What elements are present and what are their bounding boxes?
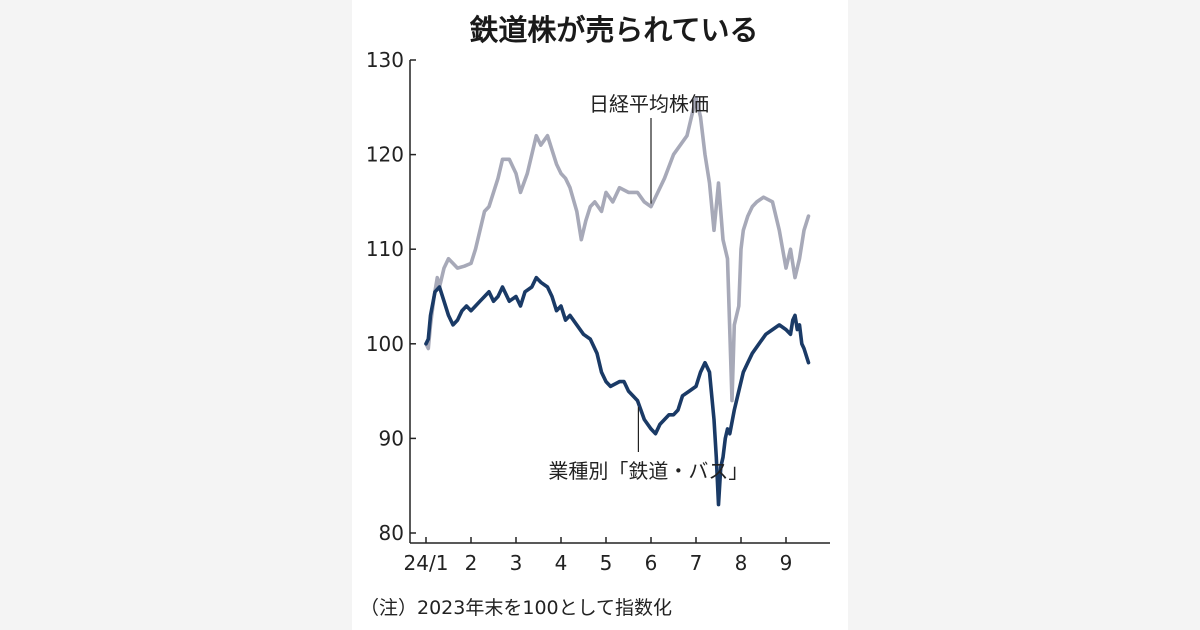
railway-bus-series-line <box>424 275 811 507</box>
x-tick-label: 6 <box>645 551 658 575</box>
nikkei-series-line <box>424 96 811 403</box>
y-axis-ticks: 80 90 100 110 120 130 <box>366 48 416 545</box>
y-tick-label: 100 <box>366 332 404 356</box>
x-tick-label: 24/1 <box>404 551 449 575</box>
axes <box>409 60 830 544</box>
line-chart: 鉄道株が売られている 80 90 100 110 120 130 24/1 2 3 4 5 6 7 8 9… <box>360 13 830 619</box>
x-tick-label: 5 <box>600 551 613 575</box>
nikkei-series-label: 日経平均株価 <box>589 92 709 116</box>
y-tick-label: 120 <box>366 143 404 167</box>
x-tick-label: 8 <box>735 551 748 575</box>
x-tick-label: 3 <box>510 551 523 575</box>
x-axis-ticks: 24/1 2 3 4 5 6 7 8 9 <box>404 537 793 575</box>
x-tick-label: 2 <box>465 551 478 575</box>
railway-series-label: 業種別「鉄道・バス」 <box>548 459 748 483</box>
chart-note: （注）2023年末を100として指数化 <box>360 597 672 619</box>
y-tick-label: 110 <box>366 237 404 261</box>
y-tick-label: 80 <box>379 521 404 545</box>
chart-card: 鉄道株が売られている 80 90 100 110 120 130 24/1 2 3 4 5 6 7 8 9… <box>352 0 848 630</box>
x-tick-label: 7 <box>690 551 703 575</box>
y-tick-label: 90 <box>379 426 404 450</box>
x-tick-label: 4 <box>555 551 568 575</box>
series-layer <box>424 96 811 507</box>
x-tick-label: 9 <box>780 551 793 575</box>
chart-title: 鉄道株が売られている <box>469 13 758 47</box>
y-tick-label: 130 <box>366 48 404 72</box>
